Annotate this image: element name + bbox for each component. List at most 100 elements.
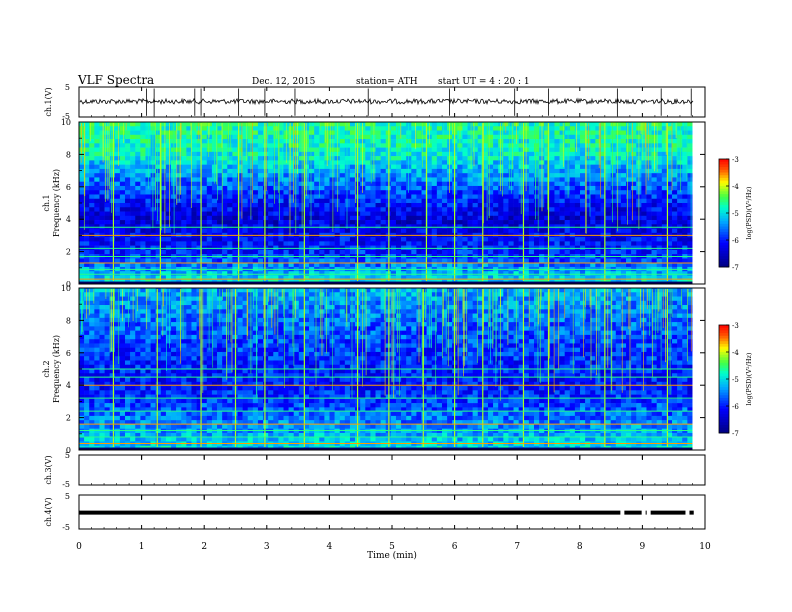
spectrogram-cell <box>687 130 693 136</box>
spectrogram-cell <box>288 134 295 140</box>
spectrogram-cell <box>339 134 346 140</box>
spectrogram-cell <box>564 249 571 255</box>
spectrogram-cell <box>206 249 213 255</box>
spectrogram-cell <box>574 177 581 182</box>
spectrogram-cell <box>534 215 540 221</box>
spectrogram-cell <box>549 168 555 174</box>
spectrogram-cell <box>585 181 591 187</box>
spectrogram-cell <box>549 164 555 170</box>
spectrogram-cell <box>574 215 581 221</box>
spectrogram-cell <box>125 190 131 195</box>
spectrogram-cell <box>646 194 652 200</box>
spectrogram-cell <box>232 139 238 144</box>
spectrogram-cell <box>462 156 468 161</box>
spectrogram-cell <box>370 122 376 127</box>
spectrogram-cell <box>104 224 110 229</box>
spectrogram-cell <box>626 249 632 255</box>
spectrogram-cell <box>360 203 366 208</box>
spectrogram-cell <box>493 241 499 246</box>
spectrogram-cell <box>390 134 397 140</box>
spectrogram-cell <box>493 143 499 148</box>
spectrogram-cell <box>283 190 289 195</box>
spectrogram-cell <box>165 194 172 200</box>
spectrogram-cell <box>329 143 335 148</box>
spectrogram-cell <box>574 228 581 234</box>
spectrogram-cell <box>375 190 381 195</box>
spectrogram-cell <box>201 203 208 208</box>
spectrogram-cell <box>651 173 657 178</box>
spectrogram-cell <box>247 207 254 212</box>
spectrogram-cell <box>222 258 228 263</box>
spectrogram-cell <box>247 151 254 157</box>
spectrogram-cell <box>656 130 663 136</box>
spectrogram-cell <box>201 185 208 191</box>
spectrogram-cell <box>247 241 254 246</box>
spectrogram-cell <box>181 237 187 242</box>
spectrogram-cell <box>600 168 606 174</box>
spectrogram-cell <box>217 160 223 165</box>
spectrogram-cell <box>360 122 366 127</box>
spectrogram-cell <box>672 215 678 221</box>
spectrogram-cell <box>206 211 213 217</box>
spectrogram-cell <box>150 237 156 242</box>
spectrogram-cell <box>303 168 310 174</box>
spectrogram-cell <box>217 173 223 178</box>
spectrogram-cell <box>222 194 228 200</box>
spectrogram-cell <box>114 130 121 136</box>
spectrogram-cell <box>206 173 213 178</box>
spectrogram-cell <box>181 211 187 217</box>
spectrogram-cell <box>334 249 341 255</box>
spectrogram-cell <box>252 224 259 229</box>
spectrogram-cell <box>309 194 315 200</box>
spectrogram-cell <box>395 207 402 212</box>
spectrogram-cell <box>574 143 581 148</box>
spectrogram-cell <box>549 160 555 165</box>
spectrogram-cell <box>160 173 167 178</box>
spectrogram-cell <box>79 432 85 438</box>
spectrogram-cell <box>360 143 366 148</box>
spectrogram-cell <box>390 185 397 191</box>
spectrogram-cell <box>523 207 530 212</box>
spectrogram-cell <box>416 203 422 208</box>
spectrogram-cell <box>534 126 540 131</box>
spectrogram-cell <box>380 173 387 178</box>
spectrogram-cell <box>94 258 100 263</box>
spectrogram-cell <box>651 177 657 182</box>
spectrogram-cell <box>109 160 116 165</box>
spectrogram-cell <box>595 130 601 136</box>
spectrogram-cell <box>288 151 295 157</box>
spectrogram-cell <box>303 237 310 242</box>
spectrogram-cell <box>319 237 325 242</box>
spectrogram-cell <box>201 271 208 276</box>
spectrogram-cell <box>191 160 197 165</box>
spectrogram-cell <box>390 177 397 182</box>
spectrogram-cell <box>580 215 586 221</box>
spectrogram-cell <box>682 262 688 268</box>
spectrogram-cell <box>544 215 550 221</box>
spectrogram-cell <box>523 143 530 148</box>
spectrogram-cell <box>672 134 678 140</box>
spectrogram-cell <box>401 194 407 200</box>
spectrogram-cell <box>201 160 208 165</box>
spectrogram-cell <box>309 224 315 229</box>
spectrogram-cell <box>467 228 473 234</box>
spectrogram-cell <box>319 181 325 187</box>
spectrogram-cell <box>109 241 116 246</box>
spectrogram-cell <box>426 275 433 281</box>
spectrogram-cell <box>554 262 560 268</box>
spectrogram-cell <box>344 177 351 182</box>
spectrogram-cell <box>89 432 95 438</box>
spectrogram-cell <box>401 126 407 131</box>
spectrogram-cell <box>544 271 550 276</box>
spectrogram-cell <box>293 275 300 281</box>
spectrogram-cell <box>217 203 223 208</box>
spectrogram-cell <box>309 126 315 131</box>
spectrogram-cell <box>135 203 141 208</box>
spectrogram-cell <box>140 151 146 157</box>
spectrogram-cell <box>339 224 346 229</box>
spectrogram-cell <box>155 275 162 281</box>
spectrogram-cell <box>687 241 693 246</box>
spectrogram-cell <box>580 275 586 281</box>
spectrogram-cell <box>293 258 300 263</box>
spectrogram-cell <box>365 249 371 255</box>
